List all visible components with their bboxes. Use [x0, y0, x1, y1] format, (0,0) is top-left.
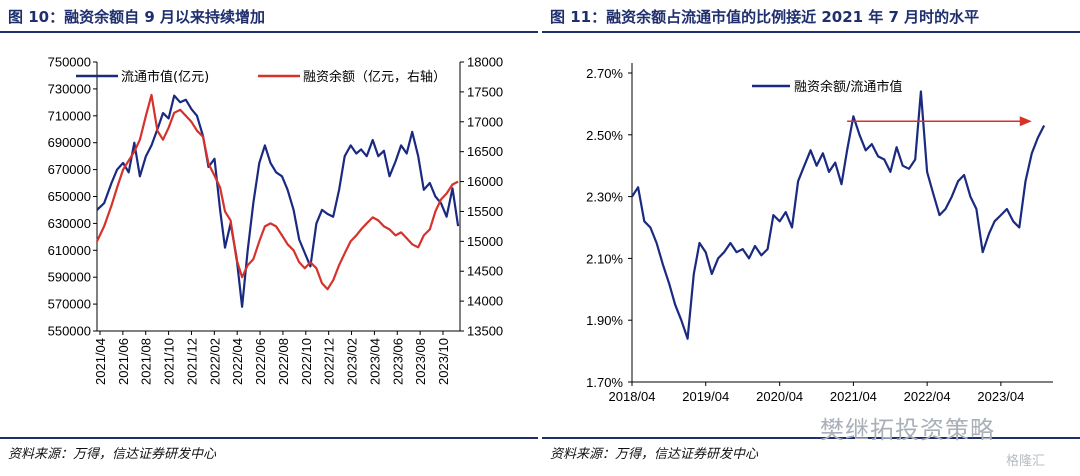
x-tick-label: 2022/04: [230, 338, 245, 385]
y-tick-label: 2.10%: [586, 251, 623, 266]
y-right-tick-label: 15000: [467, 234, 503, 249]
y-left-tick-label: 670000: [48, 162, 91, 177]
x-tick-label: 2018/04: [609, 389, 656, 404]
figure-10-panel: 图 10：融资余额自 9 月以来持续增加 750000 730000 710000 6…: [0, 0, 538, 476]
x-tick-label: 2022/02: [207, 338, 222, 385]
watermark-text: 樊继拓投资策略: [820, 416, 995, 444]
footer-divider: [0, 437, 538, 439]
y-left-tick-label: 610000: [48, 243, 91, 258]
source-note: 资料来源：万得，信达证券研发中心: [8, 447, 217, 462]
x-tick-label: 2022/08: [276, 338, 291, 385]
y-right-tick-label: 15500: [467, 204, 503, 219]
series-line-margin-balance: [96, 93, 459, 291]
legend-label-market-cap: 流通市值(亿元): [121, 69, 209, 85]
y-left-tick-label: 590000: [48, 270, 91, 285]
annotation-arrowhead: [1019, 116, 1032, 127]
y-right-tick-label: 14500: [467, 264, 503, 279]
footer-divider: [542, 437, 1080, 439]
x-tick-label: 2021/04: [93, 338, 108, 385]
figure-title: 图 10：融资余额自 9 月以来持续增加: [8, 8, 265, 26]
y-left-tick-label: 570000: [48, 297, 91, 312]
y-right-tick-label: 14000: [467, 294, 503, 309]
y-right-tick-label: 13500: [467, 324, 503, 339]
x-tick-label: 2023/04: [977, 389, 1024, 404]
y-tick-label: 2.50%: [586, 128, 623, 143]
y-left-tick-label: 650000: [48, 189, 91, 204]
y-left-tick-label: 710000: [48, 108, 91, 123]
y-right-tick-label: 16500: [467, 144, 503, 159]
y-right-tick-label: 18000: [467, 55, 503, 70]
y-left-tick-label: 690000: [48, 135, 91, 150]
y-left-tick-label: 750000: [48, 55, 91, 70]
title-divider: [0, 31, 538, 33]
title-divider: [542, 31, 1080, 33]
chart-10-svg: 750000 730000 710000 690000 670000 650000 6300…: [48, 55, 504, 386]
series-line-ratio: [631, 90, 1046, 340]
x-tick-label: 2019/04: [682, 389, 729, 404]
legend-label-margin-balance: 融资余额（亿元，右轴）: [303, 69, 446, 85]
y-tick-label: 2.30%: [586, 190, 623, 205]
x-tick-label: 2022/10: [299, 338, 314, 385]
x-tick-label: 2021/12: [184, 338, 199, 385]
x-tick-label: 2021/08: [139, 338, 154, 385]
x-tick-label: 2023/04: [367, 338, 382, 385]
figure-title: 图 11：融资余额占流通市值的比例接近 2021 年 7 月时的水平: [550, 8, 980, 26]
source-note: 资料来源：万得，信达证券研发中心: [550, 447, 759, 462]
x-tick-label: 2023/10: [436, 338, 451, 385]
y-tick-label: 1.70%: [586, 375, 623, 390]
chart-11-svg: 2.70% 2.50% 2.30% 2.10% 1.90% 1.70%2018/04 201…: [586, 63, 1053, 404]
y-tick-label: 1.90%: [586, 313, 623, 328]
x-tick-label: 2021/04: [830, 389, 877, 404]
x-tick-label: 2022/04: [904, 389, 951, 404]
figure-11-panel: 图 11：融资余额占流通市值的比例接近 2021 年 7 月时的水平 2.70%…: [542, 0, 1080, 476]
series-line-market-cap: [96, 94, 460, 308]
y-left-tick-label: 730000: [48, 81, 91, 96]
x-tick-label: 2020/04: [756, 389, 803, 404]
y-right-tick-label: 17000: [467, 114, 503, 129]
watermark-brand: 格隆汇: [1006, 454, 1046, 469]
x-tick-label: 2023/02: [345, 338, 360, 385]
y-left-tick-label: 630000: [48, 216, 91, 231]
y-right-tick-label: 16000: [467, 174, 503, 189]
x-tick-label: 2021/06: [116, 338, 131, 385]
legend-label-ratio: 融资余额/流通市值: [794, 79, 902, 95]
x-tick-label: 2023/08: [413, 338, 428, 385]
x-tick-label: 2021/10: [162, 338, 177, 385]
y-right-tick-label: 17500: [467, 84, 503, 99]
y-tick-label: 2.70%: [586, 66, 623, 81]
x-tick-label: 2023/06: [390, 338, 405, 385]
y-left-tick-label: 550000: [48, 324, 91, 339]
x-tick-label: 2022/06: [253, 338, 268, 385]
x-tick-label: 2022/12: [322, 338, 337, 385]
